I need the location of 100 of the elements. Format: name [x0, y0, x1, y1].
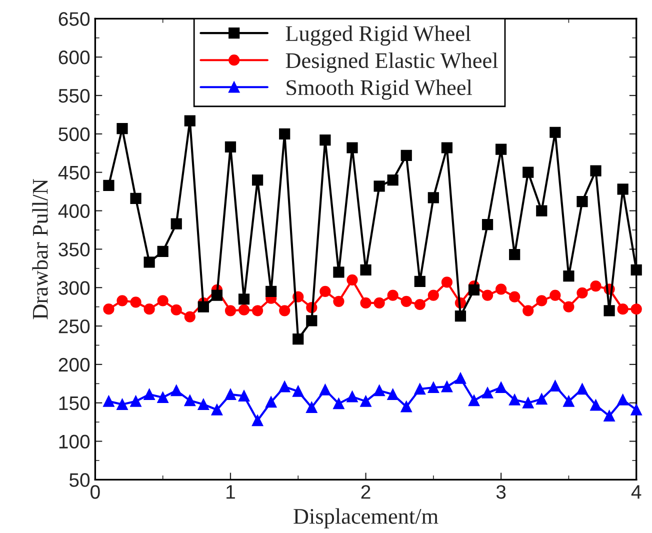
point [211, 404, 223, 416]
point [496, 382, 507, 394]
point [630, 404, 642, 416]
point [238, 390, 250, 402]
point [144, 304, 155, 315]
point [441, 142, 452, 154]
legend-label: Designed Elastic Wheel [286, 52, 498, 73]
point [576, 287, 588, 299]
point [536, 393, 548, 405]
point [360, 297, 372, 309]
point [320, 384, 331, 396]
point [103, 396, 114, 407]
point [279, 381, 290, 392]
point [360, 396, 372, 407]
point [157, 246, 168, 258]
point [346, 274, 358, 286]
point [103, 304, 114, 315]
point [266, 286, 277, 297]
point [198, 398, 209, 410]
point [157, 392, 168, 404]
point [184, 395, 196, 406]
point [157, 295, 168, 306]
point [509, 291, 520, 302]
point [279, 305, 290, 316]
x-tick-label: 1 [226, 485, 235, 499]
x-tick-label: 3 [496, 485, 506, 499]
point [266, 396, 277, 408]
point [360, 264, 372, 276]
point [563, 396, 574, 407]
point [387, 388, 398, 400]
point [454, 310, 466, 322]
x-axis-title: Displacement/m [294, 508, 438, 528]
y-tick-label: 500 [58, 127, 90, 142]
point [441, 276, 452, 288]
point [238, 304, 250, 316]
point [522, 397, 534, 408]
point [116, 295, 128, 306]
y-tick-label: 250 [58, 319, 90, 334]
point [604, 410, 615, 422]
y-tick-label: 400 [58, 204, 90, 218]
x-tick-label: 0 [90, 485, 100, 499]
point [144, 388, 155, 400]
point [400, 296, 412, 307]
point [130, 296, 142, 308]
point [630, 264, 642, 276]
point [414, 298, 426, 310]
point [306, 315, 318, 326]
point [509, 394, 520, 406]
point [279, 128, 290, 140]
point [496, 284, 507, 295]
point [428, 192, 439, 204]
point [238, 294, 250, 305]
y-tick-label: 50 [69, 473, 90, 487]
point [617, 304, 628, 315]
point [170, 304, 182, 316]
point [428, 382, 439, 394]
point [454, 372, 466, 384]
point [170, 385, 182, 396]
y-tick-label: 150 [59, 396, 90, 410]
point [116, 398, 128, 410]
point [428, 290, 439, 301]
point [563, 301, 574, 312]
point [387, 290, 398, 301]
point [590, 400, 602, 411]
point [292, 386, 304, 397]
point [550, 126, 561, 138]
point [211, 290, 223, 301]
point [346, 142, 358, 154]
y-tick-label: 350 [58, 242, 90, 256]
point [414, 383, 426, 395]
point [576, 383, 588, 395]
point [116, 122, 128, 134]
point [468, 395, 480, 406]
y-tick-label: 650 [58, 12, 90, 26]
point [144, 256, 155, 268]
point [103, 180, 114, 191]
legend-label: Smooth Rigid Wheel [286, 79, 472, 100]
y-tick-label: 450 [58, 166, 90, 180]
y-tick-label: 600 [58, 50, 90, 64]
point [306, 402, 318, 414]
point [536, 205, 548, 216]
point [224, 305, 236, 316]
y-tick-label: 550 [58, 88, 90, 103]
point [414, 276, 426, 288]
point [184, 115, 196, 126]
point [468, 284, 480, 296]
point [522, 166, 534, 178]
point [252, 305, 264, 316]
point [550, 290, 561, 301]
point [184, 311, 196, 322]
point [617, 394, 628, 406]
point [320, 134, 331, 146]
point [563, 270, 574, 282]
point [536, 295, 548, 306]
point [130, 192, 142, 204]
y-axis-title: Drawbar Pull/N [32, 179, 48, 320]
point [333, 266, 344, 278]
point [496, 144, 507, 155]
point [576, 196, 588, 208]
y-tick-label: 100 [59, 434, 90, 449]
